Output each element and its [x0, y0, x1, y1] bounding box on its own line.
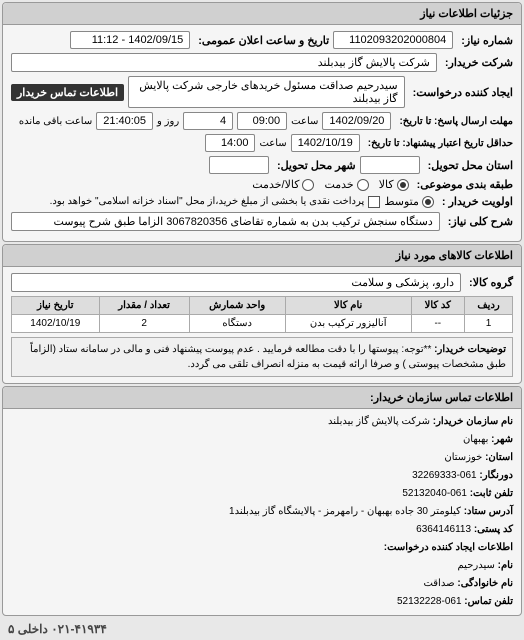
priority-radio-group: متوسط [384, 195, 434, 208]
table-row: 1 -- آنالیزور ترکیب بدن دستگاه 2 1402/10… [12, 315, 513, 333]
pkg-service-label: خدمت [324, 178, 353, 191]
contact-phone-label: تلفن تماس: [464, 596, 513, 607]
footer-phone: ۰۲۱-۴۱۹۳۴ داخلی ۵ [0, 618, 524, 640]
delivery-province-label: استان محل تحویل: [428, 159, 513, 172]
deadline-label: مهلت ارسال پاسخ: تا تاریخ: [399, 116, 513, 127]
validity-time-field: 14:00 [205, 134, 255, 152]
need-info-body: شماره نیاز: 1102093202000804 تاریخ و ساع… [3, 25, 521, 241]
th-date: تاریخ نیاز [12, 297, 100, 315]
remaining-suffix: ساعت باقی مانده [19, 116, 92, 127]
validity-date-field: 1402/10/19 [291, 134, 360, 152]
th-qty: تعداد / مقدار [99, 297, 189, 315]
td-date: 1402/10/19 [12, 315, 100, 333]
org-label: نام سازمان خریدار: [433, 416, 513, 427]
settle-note: پرداخت نقدی یا بخشی از مبلغ خرید،از محل … [50, 196, 365, 207]
addr-label: آدرس ستاد: [464, 506, 513, 517]
announce-field: 1402/09/15 - 11:12 [70, 31, 190, 49]
td-row: 1 [465, 315, 513, 333]
delivery-city-field [209, 156, 269, 174]
post-value: 6364146113 [416, 524, 471, 535]
time-label-1: ساعت [291, 116, 318, 127]
buyer-note-box: توضیحات خریدار: **توجه: پیوستها را با دق… [11, 337, 513, 377]
buyer-company-field: شرکت پالایش گاز بیدبلند [11, 53, 437, 72]
province-label: استان: [485, 452, 513, 463]
items-body: گروه کالا: دارو، پزشکی و سلامت ردیف کد ک… [3, 267, 521, 383]
addr-value: کیلومتر 30 جاده بهبهان - رامهرمز - پالای… [229, 506, 461, 517]
family-value: صداقت [423, 578, 454, 589]
deadline-date-field: 1402/09/20 [322, 112, 391, 130]
fax-value: 061-32269333 [412, 470, 477, 481]
priority-avg-radio[interactable]: متوسط [384, 195, 434, 208]
td-name: آنالیزور ترکیب بدن [285, 315, 411, 333]
req-creator-label: اطلاعات ایجاد کننده درخواست: [384, 542, 513, 553]
group-field: دارو، پزشکی و سلامت [11, 273, 461, 292]
contact-panel: اطلاعات تماس سازمان خریدار: نام سازمان خ… [2, 386, 522, 616]
th-code: کد کالا [411, 297, 465, 315]
pkg-label: طبقه بندی موضوعی: [417, 178, 513, 191]
fax-label: دورنگار: [479, 470, 513, 481]
announce-label: تاریخ و ساعت اعلان عمومی: [198, 34, 329, 47]
name-label: نام: [498, 560, 513, 571]
radio-checked-icon [397, 179, 409, 191]
items-panel: اطلاعات کالاهای مورد نیاز گروه کالا: دار… [2, 244, 522, 384]
remaining-days-field: 4 [183, 112, 233, 130]
settle-checkbox[interactable] [368, 196, 380, 208]
city-label: شهر: [491, 434, 513, 445]
family-label: نام خانوادگی: [457, 578, 513, 589]
pkg-lease-label: کالا/خدمت [252, 178, 299, 191]
priority-label: اولویت خریدار : [442, 195, 513, 208]
buyer-contact-button[interactable]: اطلاعات تماس خریدار [11, 84, 124, 101]
post-label: کد پستی: [474, 524, 513, 535]
buyer-company-label: شرکت خریدار: [445, 56, 513, 69]
td-code: -- [411, 315, 465, 333]
radio-icon [357, 179, 369, 191]
contact-phone-value: 061-52132228 [397, 596, 462, 607]
contact-header: اطلاعات تماس سازمان خریدار: [3, 387, 521, 409]
th-row: ردیف [465, 297, 513, 315]
radio-icon [302, 179, 314, 191]
priority-avg-label: متوسط [384, 195, 419, 208]
validity-label: حداقل تاریخ اعتبار پیشنهاد: تا تاریخ: [368, 138, 513, 149]
pkg-goods-radio[interactable]: کالا [379, 178, 409, 191]
need-info-header: جزئیات اطلاعات نیاز [3, 3, 521, 25]
pkg-service-radio[interactable]: خدمت [324, 178, 368, 191]
items-header: اطلاعات کالاهای مورد نیاز [3, 245, 521, 267]
note-label: توضیحات خریدار: [434, 344, 506, 355]
th-unit: واحد شمارش [189, 297, 285, 315]
deadline-time-field: 09:00 [237, 112, 287, 130]
remaining-days-label: روز و [157, 116, 179, 127]
city-value: بهبهان [463, 434, 488, 445]
td-qty: 2 [99, 315, 189, 333]
phone-label: تلفن ثابت: [470, 488, 513, 499]
contact-body: نام سازمان خریدار: شرکت پالایش گاز بیدبل… [3, 409, 521, 615]
remaining-time-field: 21:40:05 [96, 112, 153, 130]
delivery-province-field [360, 156, 420, 174]
creator-field: سیدرحیم صداقت مسئول خریدهای خارجی شرکت پ… [128, 76, 405, 108]
org-value: شرکت پالایش گاز بیدبلند [328, 416, 430, 427]
group-label: گروه کالا: [469, 276, 513, 289]
pkg-lease-radio[interactable]: کالا/خدمت [252, 178, 314, 191]
phone-value: 061-52132040 [402, 488, 467, 499]
creator-label: ایجاد کننده درخواست: [413, 86, 513, 99]
province-value: خوزستان [444, 452, 482, 463]
time-label-2: ساعت [259, 138, 286, 149]
pkg-radio-group: کالا خدمت کالا/خدمت [252, 178, 408, 191]
td-unit: دستگاه [189, 315, 285, 333]
request-no-label: شماره نیاز: [461, 34, 513, 47]
pkg-goods-label: کالا [379, 178, 394, 191]
items-table: ردیف کد کالا نام کالا واحد شمارش تعداد /… [11, 296, 513, 333]
radio-checked-icon [422, 196, 434, 208]
request-no-field: 1102093202000804 [333, 31, 453, 49]
desc-field: دستگاه سنجش ترکیب بدن به شماره تقاضای 30… [11, 212, 440, 231]
name-value: سیدرحیم [458, 560, 495, 571]
delivery-city-label: شهر محل تحویل: [277, 159, 356, 172]
table-header-row: ردیف کد کالا نام کالا واحد شمارش تعداد /… [12, 297, 513, 315]
th-name: نام کالا [285, 297, 411, 315]
need-info-panel: جزئیات اطلاعات نیاز شماره نیاز: 11020932… [2, 2, 522, 242]
desc-label: شرح کلی نیاز: [448, 215, 513, 228]
